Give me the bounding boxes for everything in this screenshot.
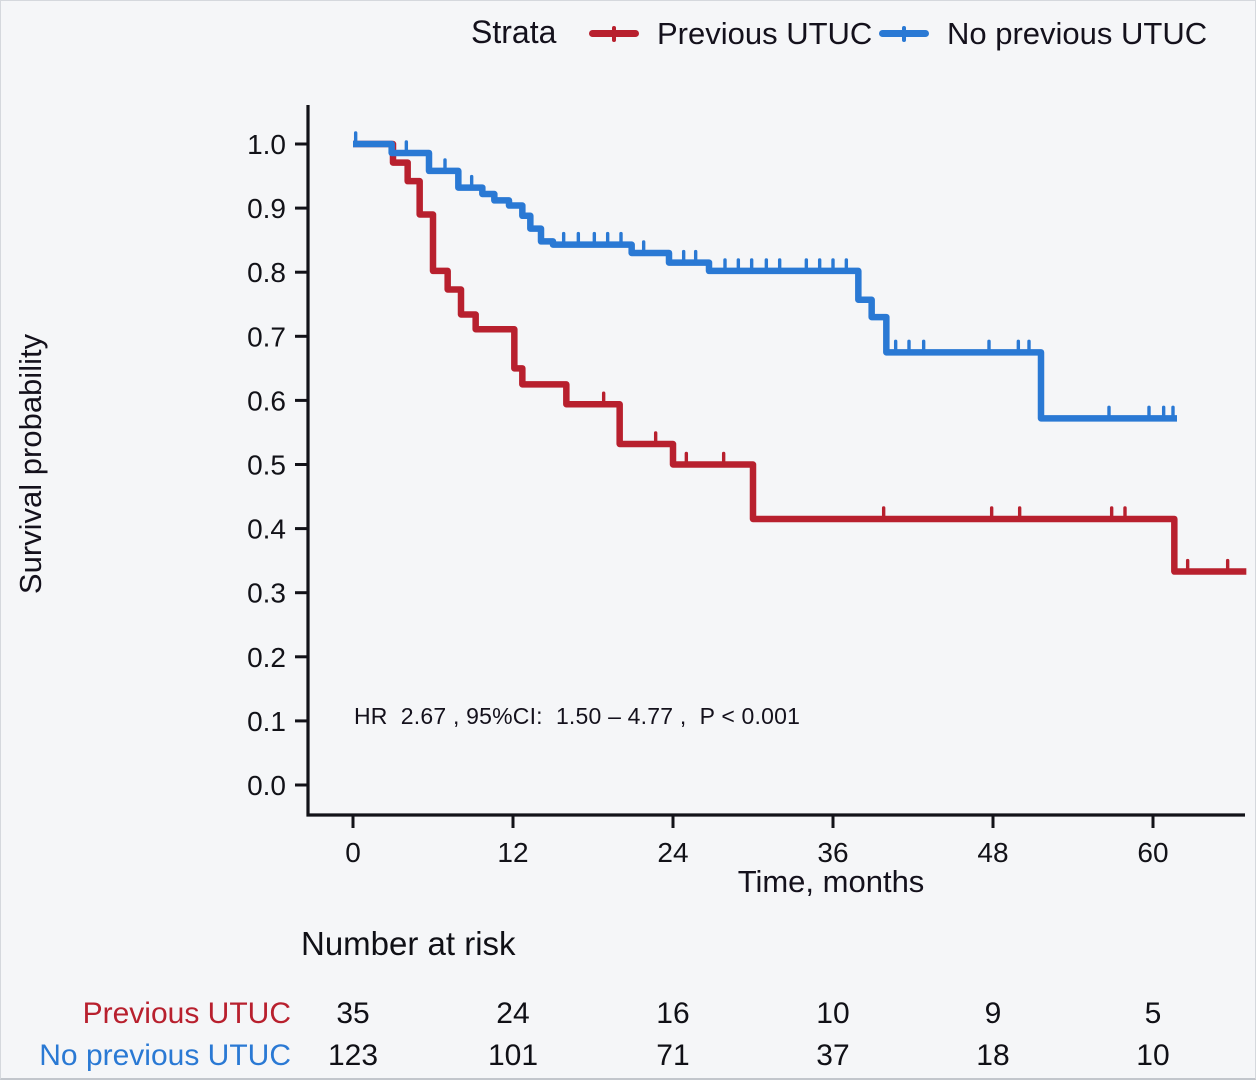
y-tick-label: 0.6 [247, 385, 286, 416]
x-tick-label: 36 [817, 837, 848, 868]
legend-marker-previous-utuc-icon [589, 25, 639, 42]
risk-count: 5 [1144, 997, 1162, 1030]
y-tick-label: 0.0 [247, 770, 286, 801]
hr-annotation: HR 2.67 , 95%CI: 1.50 – 4.77 , P < 0.001 [354, 703, 801, 729]
risk-count: 101 [487, 1039, 539, 1072]
risk-table-title: Number at risk [301, 925, 516, 962]
legend-label-previous-utuc: Previous UTUC [657, 16, 873, 51]
x-tick-label: 60 [1137, 837, 1168, 868]
risk-count: 18 [976, 1039, 1010, 1072]
risk-count: 16 [656, 997, 690, 1030]
risk-count: 37 [816, 1039, 850, 1072]
y-tick-label: 0.1 [247, 706, 286, 737]
risk-count: 10 [816, 997, 850, 1030]
risk-count: 10 [1136, 1039, 1170, 1072]
legend-label-no-previous-utuc: No previous UTUC [947, 16, 1208, 51]
y-tick-label: 0.2 [247, 642, 286, 673]
y-tick-label: 0.5 [247, 450, 286, 481]
x-tick-label: 12 [497, 837, 528, 868]
x-tick-label: 0 [345, 837, 361, 868]
x-axis-ticks: 0 12 24 36 48 60 [345, 815, 1169, 868]
legend: Strata Previous UTUC No previous UTUC [1, 1, 1255, 65]
survival-curve-no-previous-utuc [353, 131, 1177, 422]
y-tick-label: 0.4 [247, 514, 286, 545]
risk-row-label-no-previous-utuc: No previous UTUC [39, 1039, 291, 1072]
km-step-line [353, 140, 1177, 422]
risk-count: 35 [336, 997, 370, 1030]
y-axis-ticks: 0.0 0.1 0.2 0.3 0.4 0.5 0.6 0.7 0.8 0.9 1.0 [247, 129, 308, 801]
risk-count: 71 [656, 1039, 690, 1072]
censor-tick-glyph [902, 25, 906, 42]
risk-row-label-previous-utuc: Previous UTUC [82, 997, 291, 1030]
x-tick-label: 48 [977, 837, 1008, 868]
y-tick-label: 0.3 [247, 578, 286, 609]
risk-count: 123 [327, 1039, 379, 1072]
y-tick-label: 0.7 [247, 321, 286, 352]
censor-tick-glyph [612, 25, 616, 42]
x-axis-title: Time, months [737, 864, 925, 899]
axis-lines [306, 105, 1245, 817]
legend-marker-no-previous-utuc-icon [879, 25, 929, 42]
y-tick-label: 0.8 [247, 257, 286, 288]
y-axis-title: Survival probability [13, 333, 48, 595]
survival-curve-previous-utuc [353, 140, 1247, 575]
legend-title: Strata [471, 14, 557, 50]
y-tick-label: 1.0 [247, 129, 286, 160]
risk-count: 9 [984, 997, 1002, 1030]
x-tick-label: 24 [657, 837, 688, 868]
y-tick-label: 0.9 [247, 193, 286, 224]
risk-count: 24 [496, 997, 530, 1030]
